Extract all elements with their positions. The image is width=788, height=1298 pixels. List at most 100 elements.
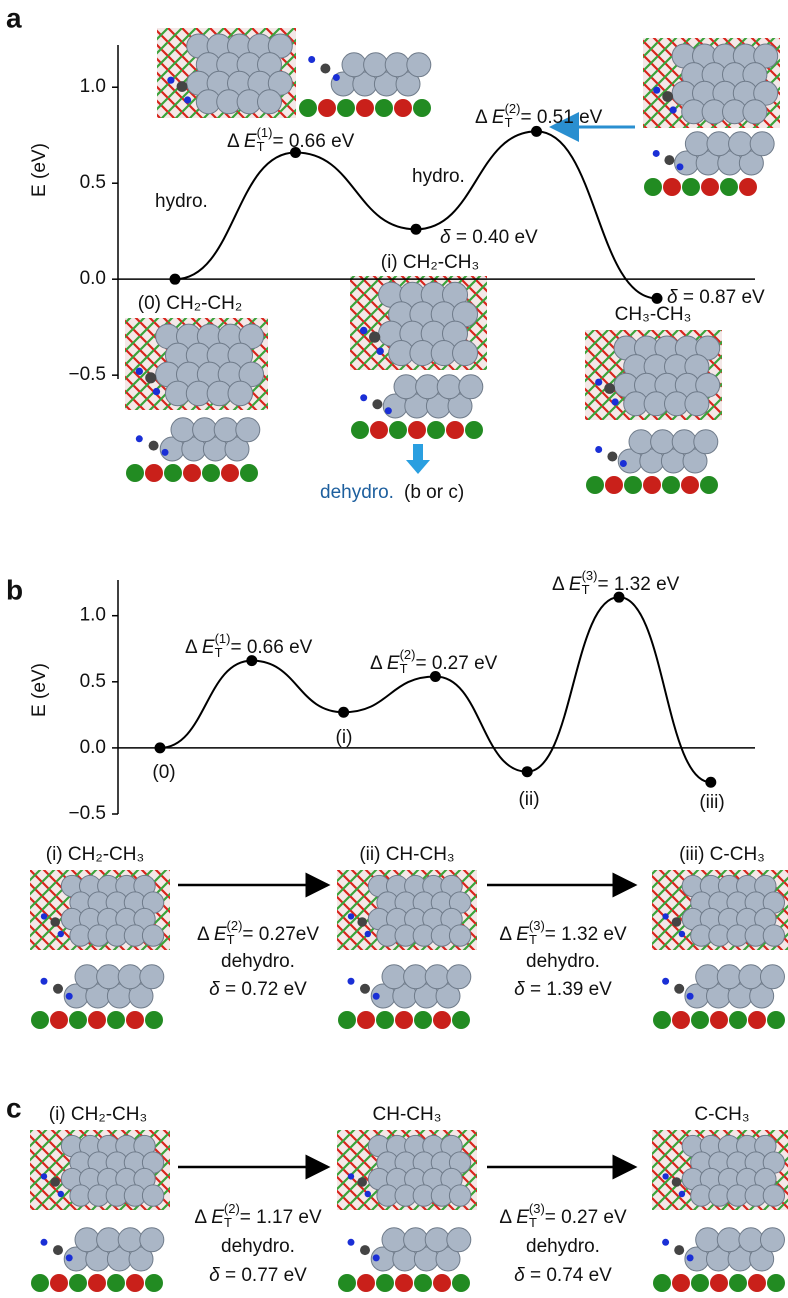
atom: [586, 476, 604, 494]
annotation: Δ ET(3)= 1.32 eV: [499, 918, 627, 947]
state-label: (0) CH₂-CH₂: [138, 293, 242, 314]
annotation-part: T: [215, 645, 223, 660]
atom: [446, 964, 472, 990]
atom: [126, 1011, 144, 1029]
annotation-part: T: [224, 1215, 232, 1230]
atom: [403, 1227, 429, 1253]
atom: [357, 1177, 368, 1187]
state-label: CH₃-CH₃: [615, 304, 692, 325]
atom: [57, 930, 64, 938]
annotation-part: = 0.27 eV: [545, 1207, 627, 1228]
atom: [738, 150, 764, 176]
atom: [135, 435, 143, 443]
atom: [653, 86, 661, 94]
annotation-part: Δ: [552, 574, 569, 595]
annotation: hydro.: [412, 166, 465, 187]
atom: [628, 429, 654, 455]
atom: [671, 917, 682, 927]
annotation-part: δ: [209, 1265, 220, 1286]
atom: [50, 917, 60, 927]
structure-top-view: [643, 38, 780, 128]
atom: [57, 1190, 64, 1198]
atom: [145, 372, 157, 384]
state-label: (iii) C-CH₃: [679, 844, 765, 865]
annotation-part: hydro.: [412, 166, 465, 187]
atom: [126, 1274, 144, 1292]
annotation: δ = 0.74 eV: [514, 1265, 612, 1286]
state-label: (i) CH₂-CH₃: [46, 844, 144, 865]
y-tick-label: 1.0: [80, 76, 106, 97]
atom: [619, 460, 627, 467]
annotation: δ = 0.40 eV: [440, 227, 538, 248]
annotation-part: Δ: [197, 924, 214, 945]
structure-top-view: [652, 870, 788, 950]
atom: [693, 429, 719, 455]
annotation-part: E: [387, 653, 400, 674]
annotation-part: Δ: [499, 1207, 516, 1228]
atom: [663, 178, 681, 196]
annotation-part: E: [202, 637, 215, 658]
energy-point: [651, 292, 663, 304]
atom: [65, 1254, 73, 1262]
annotation: Δ ET(1)= 0.66 eV: [185, 631, 313, 660]
atom: [664, 155, 675, 166]
atom: [213, 417, 239, 443]
structure-top-view: [585, 330, 722, 420]
atom: [117, 964, 143, 990]
atom: [738, 1227, 764, 1253]
atom: [753, 43, 779, 69]
atom: [88, 1274, 106, 1292]
annotation-part: = 0.77 eV: [220, 1265, 307, 1286]
annotation-part: Δ: [185, 637, 202, 658]
structure-side-view: [644, 131, 775, 196]
annotation-part: (b or c): [404, 482, 464, 503]
atom: [624, 476, 642, 494]
atom: [669, 106, 677, 114]
atom: [406, 52, 432, 78]
atom: [716, 964, 742, 990]
atom: [240, 464, 258, 482]
atom: [332, 74, 340, 81]
atom: [465, 421, 483, 439]
atom: [681, 476, 699, 494]
atom: [720, 178, 738, 196]
process-label: dehydro.: [526, 951, 600, 972]
structure-side-view: [586, 429, 719, 494]
atom: [107, 1011, 125, 1029]
atom: [662, 91, 674, 102]
atom: [607, 451, 618, 462]
atom: [448, 1184, 472, 1207]
energy-point: [154, 742, 166, 754]
atom: [643, 476, 661, 494]
atom: [767, 1011, 785, 1029]
annotation: Δ ET(3)= 1.32 eV: [552, 568, 680, 597]
atom: [145, 464, 163, 482]
atom: [128, 1246, 154, 1272]
structure-side-view: [653, 1227, 785, 1292]
atom: [762, 924, 786, 947]
atom: [347, 913, 355, 920]
atom: [31, 1274, 49, 1292]
annotation-part: T: [582, 582, 590, 597]
atom: [267, 70, 293, 96]
annotation-part: = 0.66 eV: [230, 637, 312, 658]
annotation-part: = 0.72 eV: [220, 979, 307, 1000]
structure-top-view: [30, 1130, 170, 1210]
energy-point: [705, 776, 717, 788]
atom: [424, 964, 450, 990]
atom: [662, 1238, 670, 1246]
atom: [739, 178, 757, 196]
annotation-part: T: [529, 1215, 537, 1230]
atom: [395, 1011, 413, 1029]
atom: [395, 71, 421, 97]
atom: [376, 1011, 394, 1029]
atom: [700, 476, 718, 494]
atom: [96, 1227, 122, 1253]
atom: [375, 99, 393, 117]
annotation: Δ ET(1)= 0.66 eV: [227, 125, 355, 154]
atom: [351, 421, 369, 439]
atom: [695, 372, 721, 398]
annotation: hydro.: [155, 191, 208, 212]
structure-top-view: [350, 276, 487, 370]
atom: [653, 1274, 671, 1292]
